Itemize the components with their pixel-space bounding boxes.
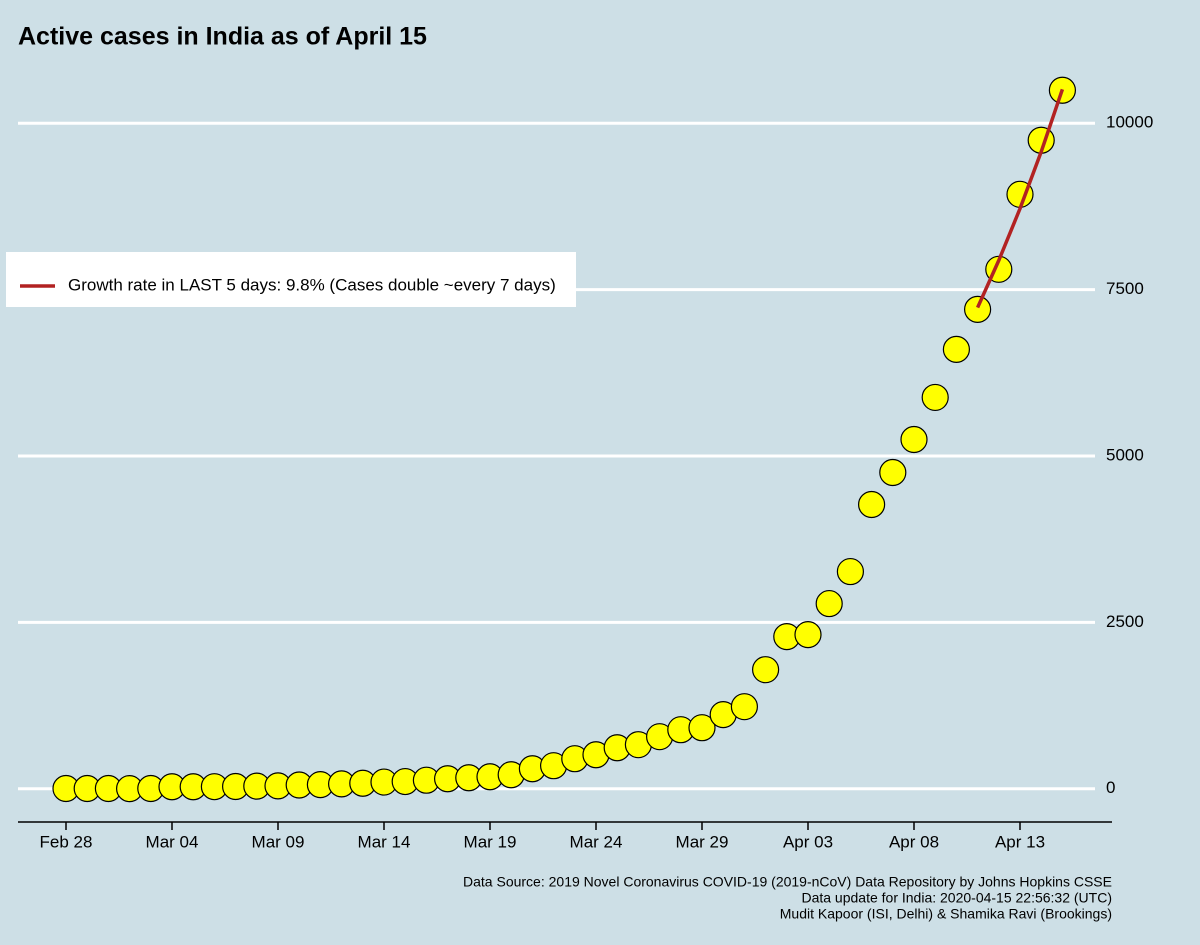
data-point [836, 557, 865, 586]
y-tick-label: 10000 [1106, 113, 1153, 132]
x-tick-label: Mar 19 [464, 832, 517, 851]
data-point [942, 335, 971, 363]
x-tick-label: Mar 09 [252, 832, 305, 851]
y-tick-label: 2500 [1106, 612, 1144, 631]
legend-box [6, 252, 576, 307]
x-tick-label: Mar 24 [570, 832, 623, 851]
data-point [879, 458, 907, 487]
legend-label: Growth rate in LAST 5 days: 9.8% (Cases … [68, 275, 556, 294]
x-tick-label: Feb 28 [40, 832, 93, 851]
data-point [751, 656, 780, 684]
data-point [921, 383, 949, 412]
y-tick-label: 0 [1106, 778, 1115, 797]
x-tick-label: Mar 29 [676, 832, 729, 851]
y-tick-label: 7500 [1106, 279, 1144, 298]
growth-line [976, 88, 1065, 309]
data-point [857, 490, 886, 519]
source-note: Data Source: 2019 Novel Coronavirus COVI… [463, 874, 1112, 890]
source-note: Data update for India: 2020-04-15 22:56:… [801, 890, 1112, 906]
data-point [688, 714, 716, 742]
data-point [963, 295, 992, 323]
data-point [900, 425, 928, 454]
x-tick-label: Apr 03 [783, 832, 833, 851]
data-point [794, 620, 822, 649]
x-tick-label: Apr 13 [995, 832, 1045, 851]
source-note: Mudit Kapoor (ISI, Delhi) & Shamika Ravi… [780, 906, 1112, 922]
x-tick-label: Apr 08 [889, 832, 939, 851]
chart-title: Active cases in India as of April 15 [18, 23, 427, 51]
x-tick-label: Mar 14 [358, 832, 411, 851]
y-tick-label: 5000 [1106, 445, 1144, 464]
data-point [730, 693, 759, 721]
x-tick-label: Mar 04 [146, 832, 199, 851]
data-point [815, 589, 843, 618]
